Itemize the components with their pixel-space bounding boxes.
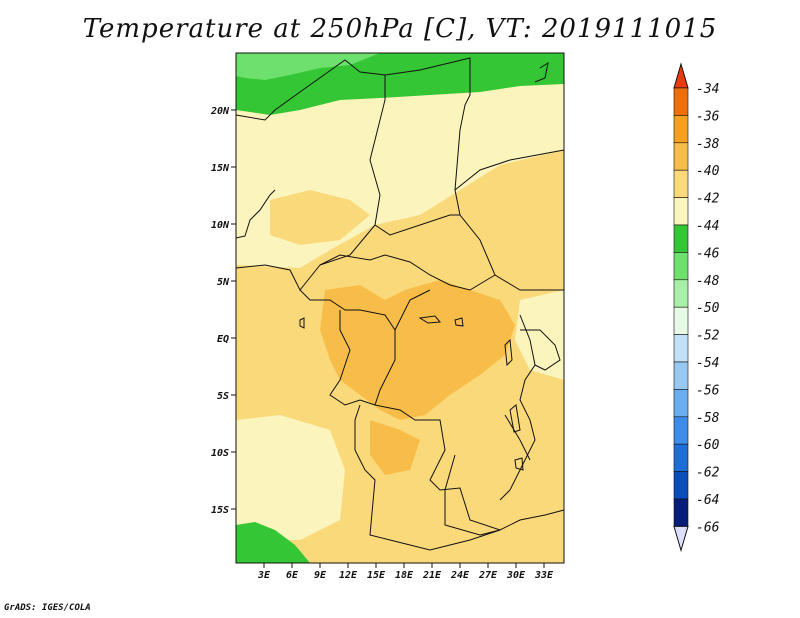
colorbar-swatch xyxy=(673,389,689,418)
colorbar-swatch xyxy=(673,334,689,363)
colorbar-label: -36 xyxy=(696,109,720,124)
lon-label: 33E xyxy=(534,570,554,581)
colorbar-top-arrow xyxy=(673,62,689,89)
colorbar-label: -34 xyxy=(696,82,719,97)
lat-label: 10S xyxy=(211,448,229,459)
colorbar-label: -64 xyxy=(696,493,719,508)
lakes xyxy=(299,315,524,471)
colorbar-label: -40 xyxy=(696,164,720,179)
field-minus40-north xyxy=(270,190,370,245)
map-panel xyxy=(235,52,565,564)
colorbar-swatch xyxy=(673,197,689,226)
lon-label: 30E xyxy=(506,570,526,581)
colorbar-label: -46 xyxy=(696,246,720,261)
patch-light-south xyxy=(236,415,345,540)
colorbar-swatch xyxy=(673,169,689,198)
colorbar-swatch xyxy=(673,87,689,116)
colorbar-swatch xyxy=(673,142,689,171)
lon-label: 24E xyxy=(450,570,470,581)
colorbar-label: -60 xyxy=(696,438,720,453)
map-title: Temperature at 250hPa [C], VT: 201911101… xyxy=(82,14,718,44)
lon-label: 12E xyxy=(339,570,358,581)
colorbar-swatch xyxy=(673,498,689,527)
lon-label: 18E xyxy=(395,570,414,581)
colorbar-swatch xyxy=(673,252,689,281)
colorbar-label: -42 xyxy=(696,192,720,207)
lon-label: 3E xyxy=(257,570,271,581)
colorbar-swatch xyxy=(673,115,689,144)
field-minus46-north xyxy=(236,53,380,80)
lat-label: 5N xyxy=(217,277,230,288)
colorbar-swatch xyxy=(673,224,689,253)
field-minus38 xyxy=(320,280,515,420)
field-minus38-south xyxy=(370,420,420,475)
colorbar-bottom-arrow xyxy=(673,525,689,553)
colorbar-label: -50 xyxy=(696,301,720,316)
longitude-axis: 3E 6E 9E 12E 15E 18E 21E 24E 27E 30E 33E xyxy=(257,563,554,581)
lon-label: 9E xyxy=(314,570,327,581)
colorbar-label: -52 xyxy=(696,329,720,344)
colorbar-label: -48 xyxy=(696,274,720,289)
colorbar-swatch xyxy=(673,416,689,445)
colorbar-label: -38 xyxy=(696,137,720,152)
colorbar-swatch xyxy=(673,279,689,308)
colorbar-label: -44 xyxy=(696,219,719,234)
colorbar-swatch xyxy=(673,361,689,390)
lat-label: 20N xyxy=(210,106,230,117)
lat-label: 15S xyxy=(211,505,229,516)
colorbar-label: -58 xyxy=(696,411,720,426)
colorbar-swatch xyxy=(673,443,689,472)
colorbar-label: -54 xyxy=(696,356,719,371)
borders xyxy=(235,57,565,551)
lat-label: EQ xyxy=(217,334,229,345)
colorbar-swatch xyxy=(673,471,689,500)
lon-label: 21E xyxy=(422,570,442,581)
colorbar-swatch xyxy=(673,306,689,335)
lon-label: 15E xyxy=(367,570,386,581)
lat-label: 10N xyxy=(211,220,230,231)
lat-label: 15N xyxy=(211,163,230,174)
colorbar-label: -62 xyxy=(696,466,720,481)
lon-label: 27E xyxy=(478,570,498,581)
map-frame xyxy=(235,52,565,564)
colorbar-label: -66 xyxy=(696,520,720,535)
patch-light-east xyxy=(515,290,564,380)
colorbar-label: -56 xyxy=(696,383,720,398)
colorbar: -34 -36 -38 -40 -42 -44 -46 -48 -50 -52 -54 -56 -58 -… xyxy=(673,62,720,553)
lon-label: 6E xyxy=(286,570,299,581)
field-minus44-north xyxy=(236,53,564,115)
latitude-axis: 20N 15N 10N 5N EQ 5S 10S 15S xyxy=(210,106,236,516)
lat-label: 5S xyxy=(217,391,229,402)
credit-text: GrADS: IGES/COLA xyxy=(4,603,91,613)
field-minus44-south xyxy=(236,522,310,563)
